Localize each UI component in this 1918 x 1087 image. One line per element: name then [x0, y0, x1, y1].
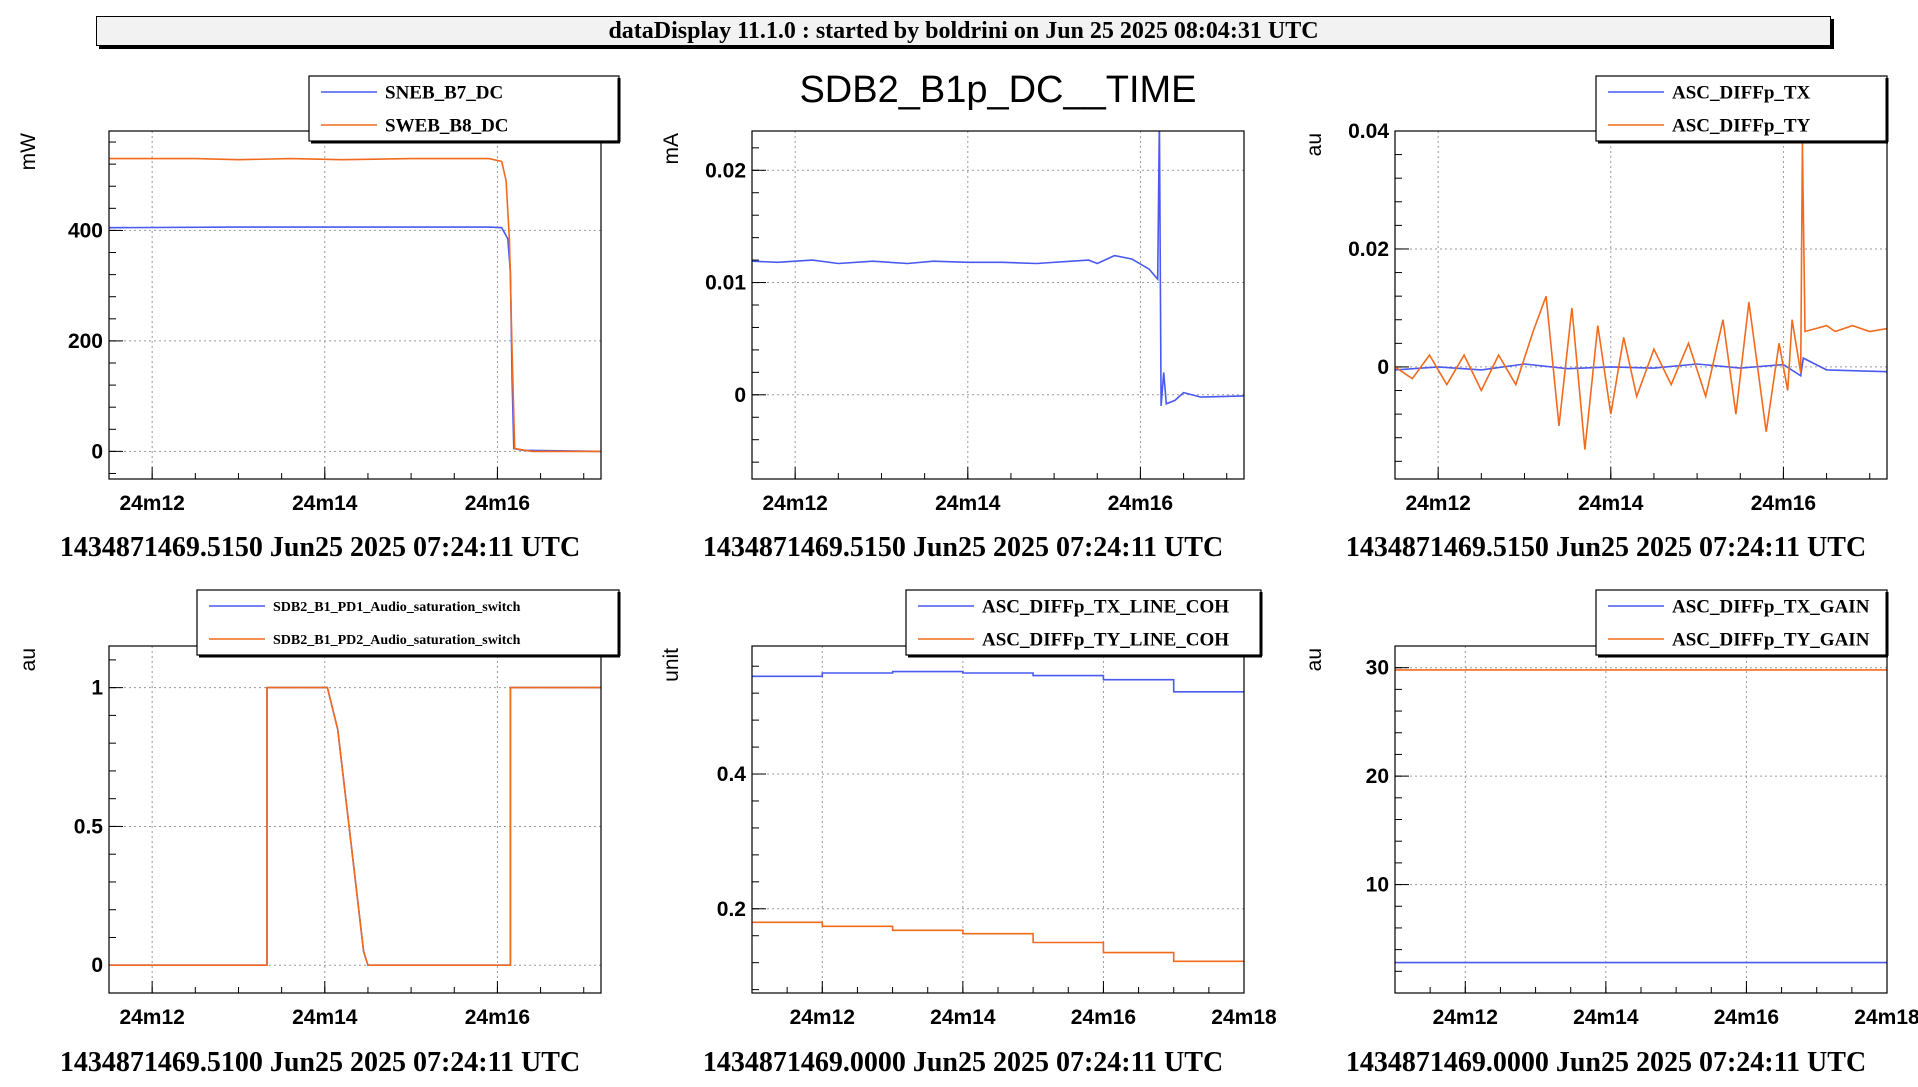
y-axis-label: unit	[660, 648, 683, 682]
y-tick-label: 0.01	[705, 272, 746, 295]
legend-label: SDB2_B1_PD1_Audio_saturation_switch	[273, 600, 521, 615]
legend-label: ASC_DIFFp_TY	[1672, 116, 1811, 137]
series-line-1	[1395, 356, 1887, 378]
x-tick-label: 24m12	[762, 492, 827, 515]
y-axis-label: mW	[17, 133, 40, 170]
series-line-1	[109, 226, 601, 453]
x-tick-label: 24m12	[790, 1006, 855, 1029]
chart-title: SDB2_B1p_DC__TIME	[799, 69, 1196, 111]
x-tick-label: 24m12	[119, 1006, 184, 1029]
x-tick-label: 24m16	[1071, 1006, 1136, 1029]
chart-panel-4: 24m12 24m14 24m16 0 0.5 1 au SDB2_B1_PD1_Audio_…	[17, 589, 621, 1078]
x-tick-label: 24m12	[1405, 492, 1470, 515]
y-tick-label: 0	[91, 440, 103, 463]
series-line-2	[1395, 142, 1887, 450]
panel-footer-timestamp: 1434871469.5150 Jun25 2025 07:24:11 UTC	[60, 532, 580, 563]
y-tick-label: 0.02	[705, 159, 746, 182]
legend-label: ASC_DIFFp_TY_GAIN	[1672, 630, 1870, 651]
plot-frame	[108, 645, 602, 994]
series-line-2	[752, 921, 1244, 963]
y-tick-label: 0	[734, 384, 746, 407]
x-tick-label: 24m16	[1714, 1006, 1779, 1029]
legend-box	[1595, 75, 1888, 142]
x-tick-label: 24m14	[1573, 1006, 1639, 1029]
y-tick-label: 0	[91, 954, 103, 977]
app-header-banner: dataDisplay 11.1.0 : started by boldrini…	[96, 16, 1831, 46]
panel-footer-timestamp: 1434871469.5150 Jun25 2025 07:24:11 UTC	[703, 532, 1223, 563]
legend-box	[905, 589, 1262, 656]
chart-panel-3: 24m12 24m14 24m1600.020.04auASC_DIFFp_TXAS…	[1303, 75, 1889, 563]
panel-footer-timestamp: 1434871469.5100 Jun25 2025 07:24:11 UTC	[60, 1047, 580, 1078]
plot-frame	[751, 130, 1245, 480]
legend-box	[1595, 589, 1888, 656]
legend-label: SWEB_B8_DC	[385, 116, 509, 137]
y-tick-label: 0.02	[1348, 238, 1389, 261]
legend: ASC_DIFFp_TX ASC_DIFFp_TY	[1595, 75, 1889, 144]
y-tick-label: 20	[1366, 765, 1389, 788]
panel-footer-timestamp: 1434871469.0000 Jun25 2025 07:24:11 UTC	[1346, 1047, 1866, 1078]
legend: SNEB_B7_DC SWEB_B8_DC	[308, 75, 621, 144]
series-line-2	[109, 686, 601, 966]
y-axis-label: au	[1303, 648, 1326, 671]
plot-frame	[1394, 130, 1888, 480]
plot-frame	[751, 645, 1245, 994]
series-line-1	[752, 670, 1244, 693]
series-line-2	[109, 157, 601, 453]
series-line-1	[752, 131, 1244, 407]
y-axis-label: au	[17, 648, 40, 671]
x-tick-label: 24m14	[292, 492, 358, 515]
x-tick-label: 24m16	[465, 492, 530, 515]
x-tick-label: 24m12	[119, 492, 184, 515]
y-tick-label: 30	[1366, 657, 1389, 680]
chart-panel-6: 24m12 24m14 24m16 24m18 10 20 30 au ASC_DIFFp_TX…	[1303, 589, 1918, 1078]
chart-panel-5: 24m12 24m14 24m16 24m18 0.2 0.4 unit ASC_DIFFp_…	[660, 589, 1277, 1078]
legend-label: ASC_DIFFp_TY_LINE_COH	[982, 630, 1229, 651]
x-tick-label: 24m18	[1854, 1006, 1918, 1029]
y-tick-label: 0.4	[717, 763, 747, 786]
y-axis-label: mA	[660, 133, 683, 165]
y-tick-label: 0.04	[1348, 120, 1389, 143]
y-tick-label: 10	[1366, 874, 1389, 897]
legend-label: SDB2_B1_PD2_Audio_saturation_switch	[273, 633, 521, 648]
y-tick-label: 0.5	[74, 815, 104, 838]
x-tick-label: 24m14	[292, 1006, 358, 1029]
x-tick-label: 24m14	[1578, 492, 1644, 515]
legend: SDB2_B1_PD1_Audio_saturation_switch SDB2_…	[196, 589, 621, 658]
x-tick-label: 24m14	[930, 1006, 996, 1029]
legend: ASC_DIFFp_TX_GAIN ASC_DIFFp_TY_GAIN	[1595, 589, 1889, 658]
y-tick-label: 1	[91, 677, 103, 700]
y-tick-label: 400	[68, 219, 103, 242]
legend-label: ASC_DIFFp_TX_GAIN	[1672, 597, 1870, 618]
legend-box	[308, 75, 620, 142]
legend-label: SNEB_B7_DC	[385, 83, 503, 104]
x-tick-label: 24m12	[1433, 1006, 1498, 1029]
x-tick-label: 24m16	[465, 1006, 530, 1029]
x-tick-label: 24m18	[1211, 1006, 1277, 1029]
legend-label: ASC_DIFFp_TX	[1672, 83, 1811, 104]
chart-panel-2: 24m12 24m14 24m16 0 0.01 0.02 mA SDB2_B1p_DC__T…	[660, 69, 1245, 563]
y-tick-label: 200	[68, 330, 103, 353]
panel-footer-timestamp: 1434871469.0000 Jun25 2025 07:24:11 UTC	[703, 1047, 1223, 1078]
chart-panel-1: 24m12 24m14 24m16 0 200 400 mW SNEB_B7_DC SWEB_B…	[17, 75, 621, 563]
legend-label: ASC_DIFFp_TX_LINE_COH	[982, 597, 1229, 618]
x-tick-label: 24m16	[1108, 492, 1173, 515]
legend: ASC_DIFFp_TX_LINE_COH ASC_DIFFp_TY_LINE_C…	[905, 589, 1263, 658]
panel-footer-timestamp: 1434871469.5150 Jun25 2025 07:24:11 UTC	[1346, 532, 1866, 563]
y-tick-label: 0.2	[717, 898, 746, 921]
x-tick-label: 24m16	[1751, 492, 1816, 515]
x-tick-label: 24m14	[935, 492, 1001, 515]
y-tick-label: 0	[1377, 356, 1389, 379]
y-axis-label: au	[1303, 133, 1326, 156]
plot-frame	[108, 130, 602, 480]
plot-frame	[1394, 645, 1888, 994]
